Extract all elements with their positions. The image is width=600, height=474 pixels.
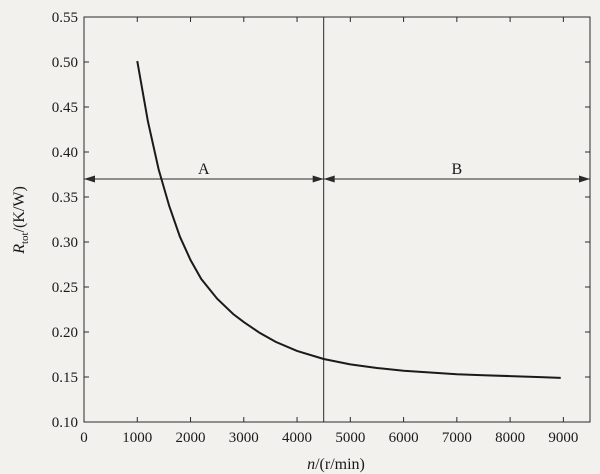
x-tick-label: 9000 xyxy=(548,430,578,446)
x-axis-label-var: n xyxy=(307,456,315,473)
y-tick-label: 0.10 xyxy=(52,415,78,431)
x-axis-label-unit: /(r/min) xyxy=(315,456,365,473)
y-tick-label: 0.40 xyxy=(52,145,78,161)
y-tick-label: 0.25 xyxy=(52,280,78,296)
y-tick-label: 0.50 xyxy=(52,55,78,71)
region-arrow-a: A xyxy=(84,161,324,183)
y-tick-label: 0.55 xyxy=(52,10,78,26)
region-label: A xyxy=(198,161,210,178)
region-label: B xyxy=(452,161,463,178)
x-tick-label: 8000 xyxy=(495,430,525,446)
tick-labels: 0 1000 2000 3000 4000 5000 6000 7000 8000 9000 0.1… xyxy=(52,10,579,446)
y-tick-label: 0.15 xyxy=(52,370,78,386)
y-axis-label-sub: tot xyxy=(19,232,31,244)
x-tick-label: 3000 xyxy=(229,430,259,446)
x-axis-label: n/(r/min) xyxy=(307,456,365,473)
y-axis-label: Rtot/(K/W) xyxy=(11,186,31,255)
x-tick-label: 1000 xyxy=(122,430,152,446)
y-tick-label: 0.45 xyxy=(52,100,78,116)
x-tick-label: 0 xyxy=(80,430,88,446)
x-tick-label: 6000 xyxy=(389,430,419,446)
x-tick-label: 4000 xyxy=(282,430,312,446)
arrow-head-right xyxy=(312,175,324,183)
region-arrow-b: B xyxy=(323,161,590,183)
arrow-head-left xyxy=(323,175,335,183)
x-tick-label: 7000 xyxy=(442,430,472,446)
axis-ticks xyxy=(83,16,590,423)
y-tick-label: 0.20 xyxy=(52,325,78,341)
y-axis-label-var: R xyxy=(11,244,28,255)
y-axis-label-unit: /(K/W) xyxy=(11,186,28,232)
x-tick-label: 5000 xyxy=(335,430,365,446)
series-line xyxy=(136,60,561,379)
x-tick-label: 2000 xyxy=(176,430,206,446)
y-tick-label: 0.35 xyxy=(52,190,78,206)
plot-frame xyxy=(83,16,591,423)
y-tick-label: 0.30 xyxy=(52,235,78,251)
arrow-head-right xyxy=(579,175,590,183)
arrow-head-left xyxy=(84,175,95,183)
